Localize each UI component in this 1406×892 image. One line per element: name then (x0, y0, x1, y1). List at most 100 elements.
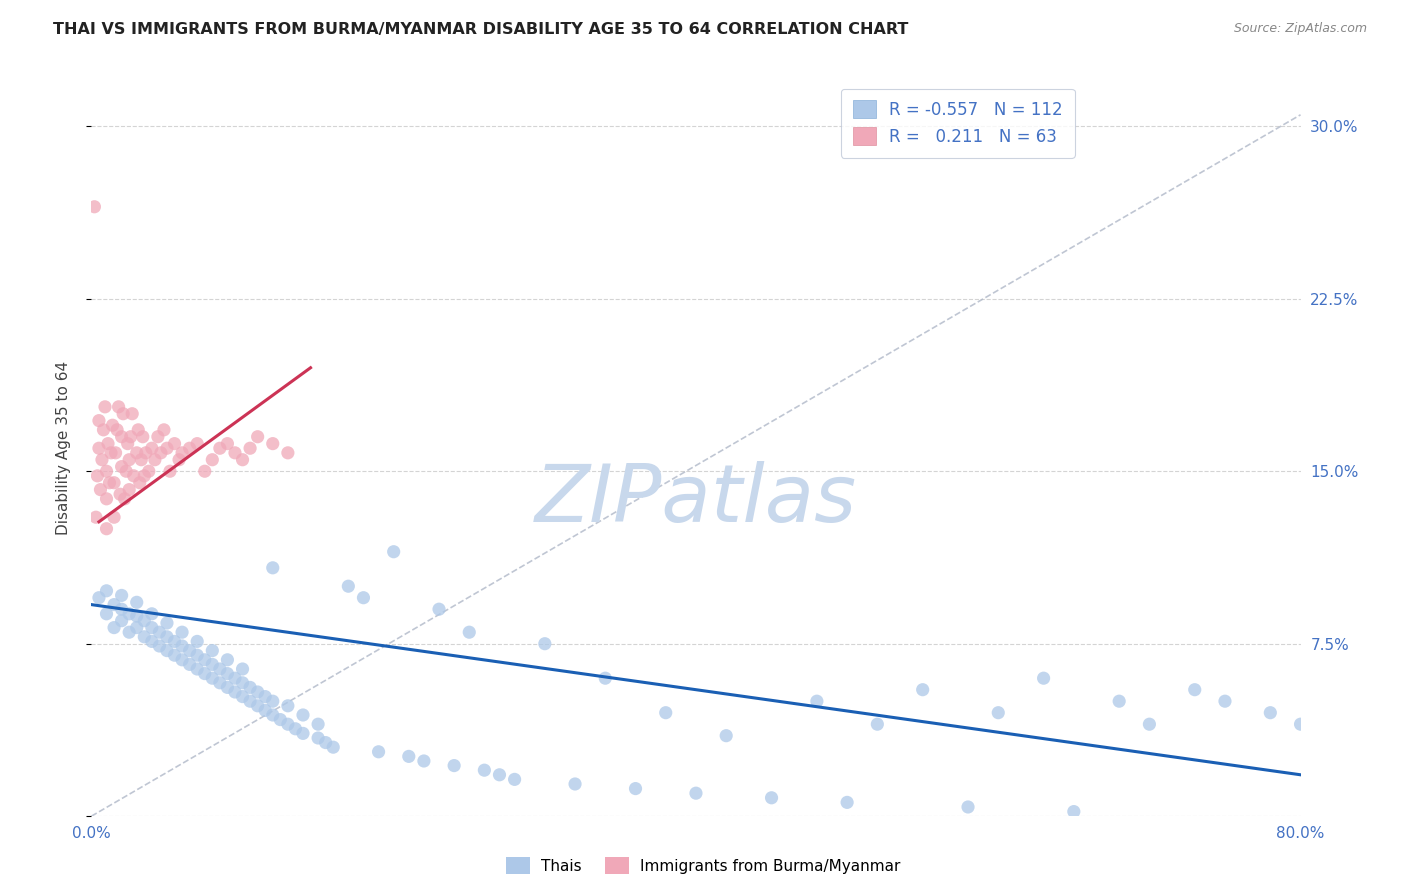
Point (120, 430, 142, 444)
Point (322, 740, 344, 755)
Point (254, 690, 277, 704)
Point (246, 698, 269, 713)
Point (103, 510, 125, 524)
Point (146, 430, 169, 444)
Point (224, 685, 246, 699)
Point (714, 729, 737, 743)
Point (956, 800, 979, 814)
Point (121, 407, 143, 421)
Point (503, 772, 526, 787)
Point (1213, 694, 1236, 708)
Point (96, 464, 118, 478)
Point (239, 441, 262, 455)
Point (172, 639, 194, 653)
Point (149, 446, 172, 460)
Point (208, 662, 231, 676)
Point (89, 483, 111, 497)
Point (111, 430, 132, 444)
Point (103, 621, 125, 635)
Point (125, 621, 148, 635)
Point (564, 777, 586, 791)
Point (413, 754, 436, 768)
Point (159, 464, 181, 478)
Point (87, 591, 110, 605)
Point (128, 475, 150, 490)
Point (127, 423, 149, 437)
Point (179, 643, 201, 657)
Legend: Thais, Immigrants from Burma/Myanmar: Thais, Immigrants from Burma/Myanmar (499, 851, 907, 880)
Text: ZIPatlas: ZIPatlas (534, 461, 858, 539)
Point (186, 436, 208, 450)
Point (156, 643, 179, 657)
Point (277, 446, 299, 460)
Point (307, 717, 329, 731)
Point (115, 464, 138, 478)
Point (201, 643, 224, 657)
Point (118, 483, 141, 497)
Point (186, 634, 208, 648)
Point (143, 452, 166, 467)
Point (122, 468, 145, 483)
Point (153, 423, 176, 437)
Point (1350, 740, 1372, 755)
Point (163, 648, 186, 663)
Point (111, 589, 132, 603)
Point (101, 418, 124, 433)
Point (194, 666, 217, 681)
Point (103, 475, 125, 490)
Point (96, 607, 118, 621)
Point (111, 459, 132, 474)
Point (262, 436, 284, 450)
Point (239, 694, 262, 708)
Point (1289, 717, 1312, 731)
Point (806, 694, 828, 708)
Text: Source: ZipAtlas.com: Source: ZipAtlas.com (1233, 22, 1367, 36)
Point (103, 598, 125, 612)
Point (224, 671, 246, 685)
Point (112, 407, 135, 421)
Point (87, 441, 110, 455)
Point (231, 690, 253, 704)
Point (87, 414, 110, 428)
Point (262, 694, 284, 708)
Point (231, 452, 253, 467)
Point (93, 423, 115, 437)
Point (97, 436, 120, 450)
Point (208, 441, 231, 455)
Point (172, 653, 194, 667)
Point (427, 602, 450, 616)
Point (1319, 729, 1341, 743)
Point (104, 446, 127, 460)
Point (141, 621, 163, 635)
Point (352, 591, 374, 605)
Point (172, 446, 194, 460)
Point (125, 595, 148, 609)
Point (105, 423, 128, 437)
Point (262, 708, 284, 723)
Point (1184, 682, 1206, 697)
Point (277, 698, 299, 713)
Point (911, 682, 934, 697)
Point (1032, 671, 1054, 685)
Point (98, 475, 121, 490)
Point (1260, 706, 1282, 720)
Point (134, 614, 156, 628)
Point (135, 446, 157, 460)
Point (398, 749, 420, 764)
Point (107, 400, 129, 414)
Point (488, 768, 510, 782)
Point (156, 441, 179, 455)
Point (201, 452, 224, 467)
Point (148, 625, 170, 640)
Point (96, 522, 118, 536)
Point (835, 796, 858, 810)
Point (186, 648, 208, 663)
Point (91, 452, 114, 467)
Point (239, 681, 262, 695)
Point (624, 781, 647, 796)
Point (132, 430, 155, 444)
Point (217, 666, 239, 681)
Point (96, 583, 118, 598)
Point (129, 452, 152, 467)
Point (111, 602, 132, 616)
